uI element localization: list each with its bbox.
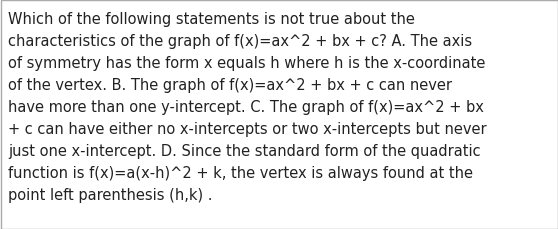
Text: of the vertex. B. The graph of f(x)=ax^2 + bx + c can never: of the vertex. B. The graph of f(x)=ax^2… (8, 78, 452, 93)
Text: have more than one y-intercept. C. The graph of f(x)=ax^2 + bx: have more than one y-intercept. C. The g… (8, 100, 484, 114)
Text: characteristics of the graph of f(x)=ax^2 + bx + c? A. The axis: characteristics of the graph of f(x)=ax^… (8, 34, 472, 49)
Text: function is f(x)=a(x-h)^2 + k, the vertex is always found at the: function is f(x)=a(x-h)^2 + k, the verte… (8, 165, 473, 180)
Text: just one x-intercept. D. Since the standard form of the quadratic: just one x-intercept. D. Since the stand… (8, 143, 480, 158)
Text: Which of the following statements is not true about the: Which of the following statements is not… (8, 12, 415, 27)
Text: point left parenthesis (h,k) .: point left parenthesis (h,k) . (8, 187, 213, 202)
Text: + c can have either no x-intercepts or two x-intercepts but never: + c can have either no x-intercepts or t… (8, 121, 487, 136)
Text: of symmetry has the form x equals h where h is the x-coordinate: of symmetry has the form x equals h wher… (8, 56, 485, 71)
